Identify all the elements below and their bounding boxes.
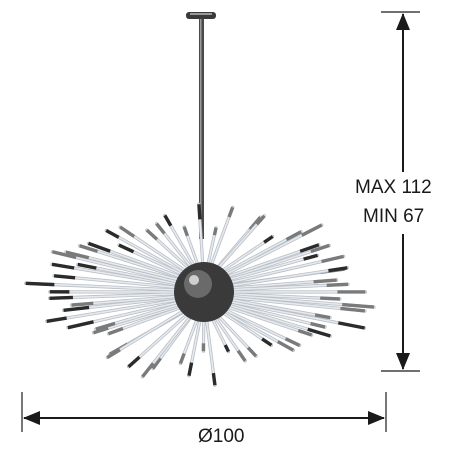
height-min-label: MIN 67 [363, 207, 424, 226]
height-arrow-top [396, 13, 410, 30]
chrome-spike-tip [72, 303, 94, 305]
chrome-spike-tip [108, 328, 122, 333]
height-max-label: MAX 112 [355, 178, 432, 197]
chrome-spike-tip [106, 230, 119, 237]
chrome-spike-tip [327, 284, 348, 285]
chrome-spike-tip [264, 237, 273, 243]
height-arrow-bottom [396, 353, 410, 370]
chrome-spike-tip [52, 264, 74, 268]
chrome-spike-tip [320, 298, 340, 299]
chrome-spike-tip [26, 283, 55, 284]
chrome-spike-tip [189, 363, 192, 376]
chrome-hub [174, 262, 234, 322]
chrome-spike-tip [229, 207, 233, 217]
chrome-spike-tip [311, 324, 326, 328]
chrome-spike-tip [180, 354, 184, 364]
chrome-spike-tip [50, 297, 73, 298]
diameter-label: Ø100 [198, 427, 244, 446]
chrome-spike-tip [314, 280, 337, 282]
chrome-spike-tip [340, 308, 364, 310]
chrome-spike-tip [142, 363, 153, 377]
chrome-spike-tip [322, 256, 344, 261]
width-arrow-left [23, 411, 40, 425]
chrome-spike-tip [157, 224, 165, 234]
chrome-spike-tip [225, 345, 228, 352]
chrome-spike-tip [304, 255, 318, 259]
chrome-spike-tip [238, 351, 245, 361]
width-arrow-right [368, 411, 385, 425]
chrome-spike-tip [286, 339, 300, 346]
chrome-spike-tip [338, 323, 364, 328]
chrome-spike-tip [47, 318, 67, 321]
chrome-spike-tip [147, 230, 157, 239]
chrome-spike-tip [120, 227, 134, 236]
chrome-spike-tip [302, 225, 322, 235]
chrome-spike-tip [129, 357, 140, 367]
chrome-spike-tip [262, 339, 271, 345]
chrome-spike-tip [342, 305, 374, 308]
chrome-spike-tip [68, 322, 94, 328]
chrome-spike-tip [213, 373, 215, 385]
ceiling-canopy [186, 12, 216, 19]
chrome-spike-tip [214, 228, 216, 235]
chrome-spike-tip [54, 276, 75, 278]
chrome-spike-tip [64, 307, 90, 310]
chrome-spike-tip [199, 204, 200, 219]
chrome-spike-tip [184, 227, 187, 236]
chrome-spike-tip [165, 215, 171, 225]
chrome-spike-tip [248, 348, 256, 357]
